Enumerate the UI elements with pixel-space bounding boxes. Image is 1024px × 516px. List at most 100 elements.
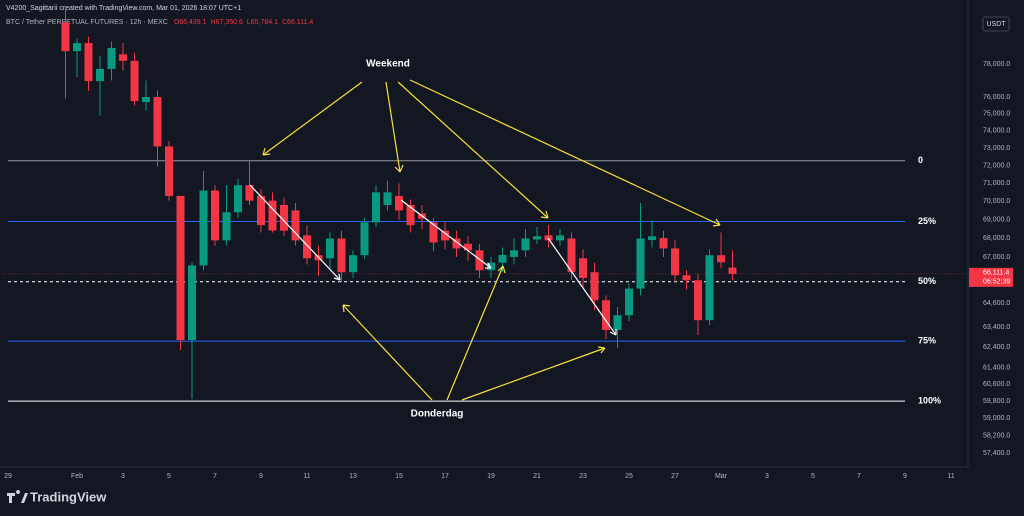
candle-body — [648, 236, 656, 240]
symbol-legend: BTC / Tether PERPETUAL FUTURES · 12h · M… — [6, 19, 168, 26]
x-tick-label: 11 — [947, 473, 954, 480]
arrow — [342, 304, 433, 401]
arrow — [446, 265, 506, 401]
candle-body — [579, 258, 587, 278]
candle-body — [73, 43, 81, 52]
candle-body — [96, 68, 104, 82]
logo-icon — [7, 490, 28, 503]
x-tick-label: 19 — [487, 473, 495, 480]
candle-body — [498, 255, 507, 263]
candle-body — [268, 200, 277, 231]
arrow — [385, 81, 404, 173]
candle-body — [61, 22, 70, 52]
x-tick-label: 17 — [441, 473, 449, 480]
ohlc-value: O66,439.1 — [174, 19, 207, 26]
arrow — [547, 237, 617, 336]
y-tick-label: 72,000.0 — [983, 162, 1010, 169]
candle-body — [429, 222, 438, 243]
candle-body — [349, 255, 357, 273]
x-tick-label: 15 — [395, 473, 403, 480]
y-tick-label: 64,600.0 — [983, 300, 1010, 307]
level-label: 0 — [918, 155, 923, 165]
candle-body — [211, 190, 219, 241]
y-tick-label: 76,000.0 — [983, 94, 1010, 101]
candle-body — [188, 265, 196, 341]
candle-body — [406, 204, 415, 226]
x-tick-label: 21 — [533, 473, 541, 480]
ohlc-value: H67,350.6 — [211, 19, 243, 26]
candle-body — [130, 60, 139, 102]
y-tick-label: 75,000.0 — [983, 111, 1010, 118]
arrows — [249, 79, 721, 401]
candle-body — [717, 255, 725, 263]
candle-body — [337, 238, 346, 273]
annotation: Weekend — [366, 59, 410, 70]
arrow — [400, 199, 492, 269]
candle-body — [625, 288, 633, 316]
y-tick-label: 59,800.0 — [983, 398, 1010, 405]
annotation: Donderdag — [411, 409, 464, 420]
candle-body — [682, 275, 691, 281]
last-price-tag — [969, 267, 1013, 287]
x-tick-label: 3 — [765, 473, 769, 480]
candle-body — [395, 195, 403, 211]
candle-body — [590, 272, 599, 301]
currency-box[interactable] — [982, 16, 1010, 32]
x-tick-label: 7 — [857, 473, 861, 480]
candle-body — [671, 248, 679, 276]
x-tick-label: 5 — [167, 473, 171, 480]
candle-body — [728, 267, 737, 274]
logo — [7, 490, 28, 503]
y-tick-label: 68,000.0 — [983, 235, 1010, 242]
candle-body — [280, 204, 288, 231]
countdown: 06:52:39 — [983, 279, 1010, 286]
x-tick-label: Feb — [71, 473, 83, 480]
level-label: 25% — [918, 216, 936, 226]
y-tick-label: 71,000.0 — [983, 180, 1010, 187]
x-tick-label: 3 — [121, 473, 125, 480]
candle-body — [464, 243, 472, 251]
candle-body — [567, 238, 576, 273]
x-tick-label: 13 — [349, 473, 357, 480]
candle-body — [636, 238, 645, 289]
y-tick-label: 74,000.0 — [983, 128, 1010, 135]
candle-body — [107, 47, 116, 69]
arrow — [262, 81, 363, 156]
candle-body — [705, 255, 714, 321]
x-tick-label: Mar — [715, 473, 728, 480]
arrow — [249, 184, 341, 281]
candle-body — [245, 185, 254, 201]
logo-text: TradingView — [30, 489, 107, 504]
candle-body — [326, 238, 334, 259]
last-price-label: 66,111.4 — [983, 270, 1009, 277]
candle-body — [165, 146, 173, 196]
candle-body — [556, 235, 564, 241]
candle-body — [694, 280, 702, 321]
candle-body — [176, 195, 185, 341]
arrow — [461, 346, 606, 401]
candle-body — [613, 315, 622, 330]
candle-body — [602, 300, 610, 330]
y-tick-label: 73,000.0 — [983, 145, 1010, 152]
candle-body — [303, 235, 311, 259]
x-tick-label: 29 — [4, 473, 12, 480]
y-tick-label: 58,200.0 — [983, 432, 1010, 439]
candle-body — [153, 97, 162, 147]
candle-body — [372, 192, 380, 223]
x-tick-label: 25 — [625, 473, 633, 480]
y-tick-label: 78,000.0 — [983, 61, 1010, 68]
y-tick-label: 57,400.0 — [983, 450, 1010, 457]
candle-body — [533, 236, 541, 240]
candle-body — [441, 230, 449, 241]
candle-body — [510, 250, 518, 257]
x-tick-label: 11 — [303, 473, 310, 480]
x-tick-label: 23 — [579, 473, 587, 480]
candle-body — [452, 238, 461, 249]
candle-body — [291, 210, 300, 241]
currency[interactable]: USDT — [986, 21, 1006, 28]
arrow — [397, 81, 549, 219]
y-tick-label: 63,400.0 — [983, 324, 1010, 331]
y-tick-label: 62,400.0 — [983, 344, 1010, 351]
candle-body — [475, 250, 484, 271]
